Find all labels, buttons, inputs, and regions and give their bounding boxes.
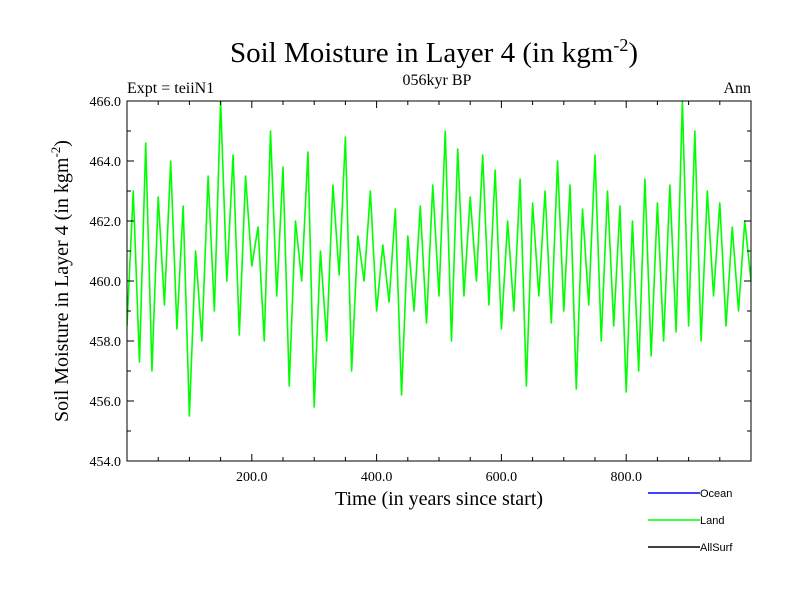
legend-label-allsurf: AllSurf xyxy=(700,542,733,554)
series-line-land xyxy=(127,101,751,417)
y-tick-label: 466.0 xyxy=(90,95,122,110)
legend: Ocean Land AllSurf xyxy=(648,488,733,554)
legend-label-ocean: Ocean xyxy=(700,488,732,500)
x-axis: 200.0 400.0 600.0 800.0 xyxy=(157,101,721,485)
y-axis: 454.0 456.0 458.0 460.0 462.0 464.0 466.0 xyxy=(90,95,751,470)
y-tick-label: 458.0 xyxy=(90,335,122,350)
x-tick-label: 400.0 xyxy=(361,470,393,485)
experiment-label: Expt = teiiN1 xyxy=(127,80,214,97)
y-axis-label: Soil Moisture in Layer 4 (in kgm-2) xyxy=(48,140,73,422)
season-label: Ann xyxy=(723,80,751,97)
x-tick-label: 200.0 xyxy=(236,470,268,485)
y-tick-label: 454.0 xyxy=(90,455,122,470)
legend-label-land: Land xyxy=(700,515,724,527)
y-tick-label: 462.0 xyxy=(90,215,122,230)
chart-title: Soil Moisture in Layer 4 (in kgm-2) xyxy=(230,35,638,69)
x-tick-label: 600.0 xyxy=(486,470,518,485)
y-tick-label: 456.0 xyxy=(90,395,122,410)
series-layer xyxy=(127,101,751,417)
y-tick-label: 464.0 xyxy=(90,155,122,170)
x-axis-label: Time (in years since start) xyxy=(335,488,543,510)
x-tick-label: 800.0 xyxy=(610,470,642,485)
period-label: 056kyr BP xyxy=(403,72,472,89)
y-tick-label: 460.0 xyxy=(90,275,122,290)
